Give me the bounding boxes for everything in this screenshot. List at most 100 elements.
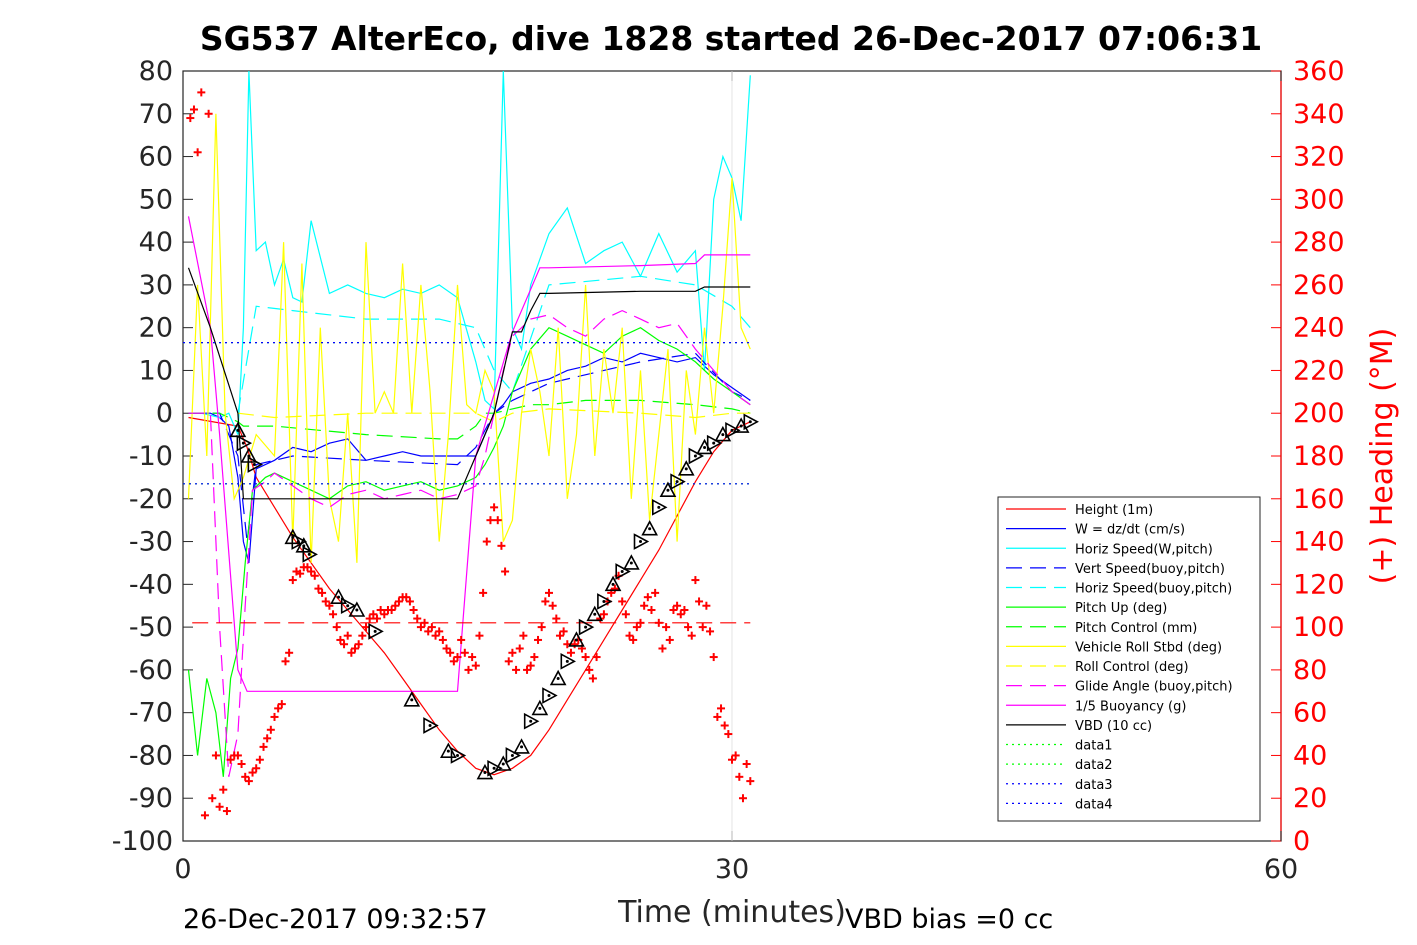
heading-point (321, 597, 330, 606)
legend-label: Height (1m) (1075, 503, 1153, 518)
heading-point (376, 606, 385, 614)
heading-point (248, 768, 257, 777)
track-dot (721, 433, 725, 437)
heading-point (424, 627, 433, 636)
left-tick-label: -20 (129, 484, 173, 515)
heading-point (431, 631, 440, 640)
heading-point (420, 618, 429, 627)
heading-point (570, 640, 579, 649)
heading-point (310, 571, 319, 580)
heading-point (610, 584, 619, 593)
track-point (706, 434, 723, 452)
track-point (597, 593, 613, 610)
heading-point (255, 755, 264, 764)
series-line (188, 352, 751, 542)
track-point (531, 699, 549, 716)
track-dot (492, 766, 496, 770)
heading-point (618, 597, 627, 606)
track-point (348, 601, 366, 617)
left-axis: 80 70 60 50 40 30 20 10 0 -10 -20 -30 -40 -50 -60 -70 -8… (112, 56, 193, 857)
series-line (188, 399, 751, 440)
track-dot (602, 599, 606, 603)
bottom-axis: 0 30 60 (174, 71, 1298, 885)
heading-point (281, 657, 290, 666)
heading-point (636, 618, 645, 627)
heading-point (621, 610, 630, 619)
track-point (725, 421, 741, 439)
track-dot (547, 694, 551, 698)
heading-point (654, 618, 663, 627)
heading-point (460, 648, 469, 657)
left-tick-label: -60 (129, 655, 173, 686)
heading-point (512, 665, 521, 674)
heading-point (504, 657, 513, 666)
track-point (487, 759, 503, 777)
right-tick-label: 200 (1293, 398, 1345, 429)
heading-point (226, 755, 235, 764)
right-axis-label: (+) Heading (°M) (1365, 328, 1400, 585)
left-tick-label: 30 (139, 270, 173, 301)
track-point (542, 687, 558, 704)
heading-point (493, 516, 502, 525)
heading-point (314, 584, 323, 593)
heading-point (599, 610, 608, 619)
heading-point (475, 631, 484, 640)
heading-point (318, 588, 327, 597)
heading-point (351, 644, 360, 653)
track-point (688, 447, 705, 465)
heading-point (673, 601, 682, 610)
track-point (615, 563, 631, 580)
heading-point (665, 635, 674, 644)
heading-point (651, 588, 660, 597)
heading-point (508, 648, 517, 657)
bottom-tick-label: 30 (715, 854, 749, 885)
heading-point (486, 516, 495, 525)
heading-point (731, 751, 740, 760)
track-dot (648, 527, 652, 531)
right-axis: 3603403203002802602402202001801601401201… (1271, 56, 1345, 857)
heading-point (369, 610, 378, 619)
heading-point (709, 653, 718, 662)
right-tick-label: 340 (1293, 99, 1345, 130)
right-tick-label: 100 (1293, 612, 1345, 643)
track-point (568, 631, 585, 647)
series-line (237, 408, 751, 423)
heading-point (446, 648, 455, 657)
heading-point (402, 593, 411, 602)
legend: Height (1m) W = dz/dt (cm/s) Horiz Speed(W… (997, 496, 1261, 822)
legend-label: Horiz Speed(buoy,pitch) (1075, 582, 1232, 597)
left-tick-label: 0 (156, 398, 173, 429)
heading-point (285, 648, 294, 657)
track-point (523, 712, 540, 730)
track-dot (703, 445, 707, 449)
track-point (302, 546, 318, 563)
series-line (237, 275, 751, 414)
right-tick-label: 180 (1293, 441, 1345, 472)
left-tick-label: -80 (129, 740, 173, 771)
heading-point (215, 802, 224, 811)
heading-point (296, 569, 305, 578)
track-dot (510, 753, 514, 757)
legend-label: data1 (1075, 739, 1113, 754)
track-point (677, 460, 695, 476)
heading-point (519, 631, 528, 640)
left-tick-label: -40 (129, 569, 173, 600)
heading-point (405, 597, 414, 606)
heading-point (680, 606, 689, 614)
heading-point (566, 648, 575, 657)
heading-point (237, 760, 246, 768)
track-dot (584, 625, 588, 629)
track-point (513, 738, 530, 754)
legend-label: Glide Angle (buoy,pitch) (1075, 680, 1233, 695)
heading-point (347, 648, 356, 657)
right-tick-label: 120 (1293, 569, 1345, 600)
track-dot (252, 463, 256, 467)
track-dot (307, 552, 311, 556)
left-tick-label: -50 (129, 612, 173, 643)
heading-point (724, 730, 733, 739)
heading-point (537, 623, 546, 632)
heading-point (548, 601, 557, 610)
heading-point (479, 588, 488, 597)
heading-point (581, 653, 590, 662)
track-dot (236, 428, 240, 432)
